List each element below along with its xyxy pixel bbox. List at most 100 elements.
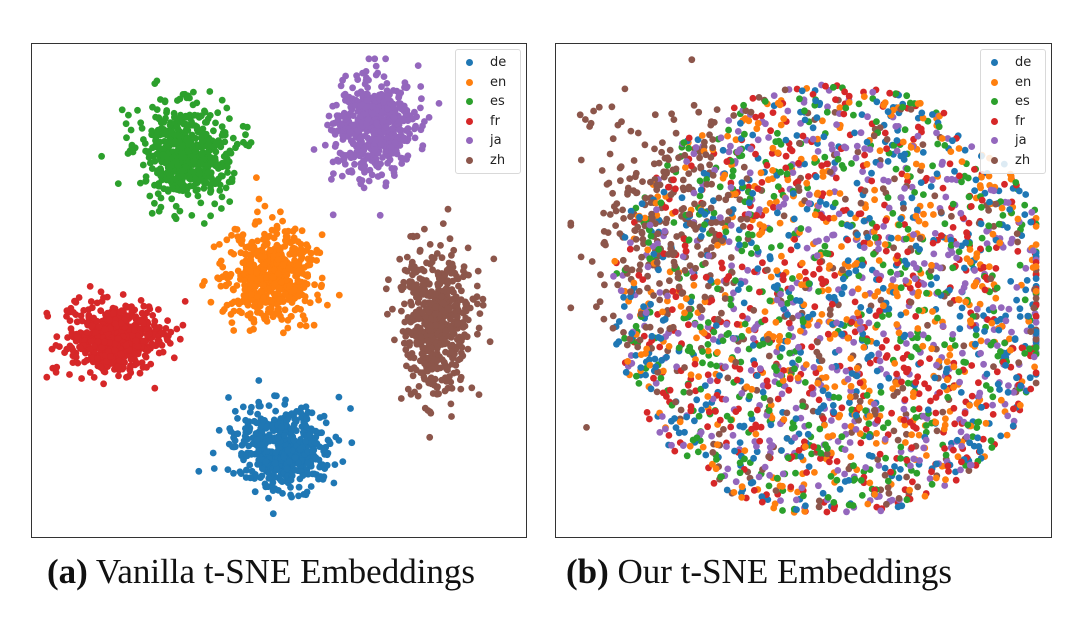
point-de (304, 459, 312, 467)
point-fr (946, 160, 954, 168)
point-fr (83, 329, 91, 336)
point-fr (1007, 363, 1015, 371)
point-en (264, 309, 272, 316)
point-zh (990, 222, 998, 230)
point-en (941, 421, 949, 429)
point-fr (759, 259, 766, 267)
point-ja (617, 287, 625, 295)
point-en (776, 219, 784, 227)
point-es (182, 112, 190, 120)
point-en (1007, 346, 1014, 354)
point-en (928, 261, 935, 269)
point-es (166, 122, 174, 129)
point-fr (140, 302, 148, 310)
point-zh (397, 395, 405, 402)
point-ja (383, 134, 391, 141)
point-en (237, 249, 245, 257)
point-fr (912, 378, 920, 386)
point-zh (474, 300, 481, 308)
legend-item-zh: zh (456, 151, 520, 171)
point-es (148, 165, 156, 172)
point-en (306, 299, 314, 307)
point-zh (385, 276, 392, 284)
point-zh (903, 430, 910, 438)
point-ja (376, 211, 384, 219)
point-zh (874, 456, 882, 463)
point-fr (97, 363, 104, 371)
point-ja (755, 473, 763, 481)
point-de (243, 466, 250, 474)
point-en (801, 507, 809, 515)
point-es (134, 106, 141, 114)
scatter-panel-b: de en es fr ja zh (555, 43, 1052, 538)
point-zh (486, 338, 494, 346)
point-fr (801, 268, 809, 276)
point-fr (830, 505, 838, 513)
point-ja (412, 122, 419, 130)
point-ja (365, 55, 373, 63)
point-ja (340, 91, 348, 99)
point-de (753, 448, 761, 456)
point-zh (424, 337, 431, 345)
point-de (265, 494, 272, 502)
point-ja (938, 161, 946, 168)
point-en (296, 321, 304, 329)
point-zh (455, 307, 462, 314)
point-fr (646, 415, 653, 423)
point-fr (757, 423, 765, 431)
point-en (296, 250, 303, 258)
point-de (296, 445, 304, 453)
point-es (184, 147, 192, 155)
point-ja (727, 142, 734, 150)
point-ja (340, 155, 348, 163)
point-de (277, 423, 285, 431)
point-zh (617, 177, 624, 185)
point-en (216, 260, 224, 267)
point-ja (374, 173, 382, 180)
point-fr (820, 415, 827, 423)
point-zh (459, 273, 467, 281)
point-es (707, 361, 714, 368)
point-es (214, 109, 222, 117)
point-fr (53, 333, 61, 341)
point-zh (447, 315, 454, 323)
point-zh (490, 255, 498, 263)
point-es (770, 192, 778, 200)
point-fr (928, 468, 935, 476)
point-en (217, 282, 225, 290)
point-es (151, 199, 158, 207)
point-en (677, 303, 685, 310)
point-de (255, 377, 263, 384)
point-fr (95, 323, 103, 331)
point-ja (980, 360, 987, 368)
point-fr (162, 325, 170, 332)
point-en (269, 273, 277, 281)
point-fr (904, 248, 912, 256)
scatter-plot-a (43, 55, 498, 518)
point-de (897, 466, 904, 473)
point-es (171, 212, 179, 220)
point-es (188, 212, 196, 219)
point-fr (131, 326, 138, 334)
point-en (915, 217, 923, 225)
point-zh (444, 277, 452, 285)
point-ja (401, 79, 409, 87)
point-fr (872, 312, 880, 319)
point-zh (444, 305, 452, 313)
point-ja (395, 118, 403, 125)
point-en (942, 415, 949, 423)
point-fr (803, 469, 810, 476)
point-fr (101, 325, 109, 333)
point-fr (98, 344, 106, 351)
point-fr (882, 247, 890, 255)
point-en (724, 132, 731, 140)
point-zh (675, 154, 682, 162)
point-ja (1008, 328, 1015, 336)
point-ja (341, 160, 349, 168)
point-ja (876, 357, 884, 365)
point-en (286, 294, 294, 301)
point-ja (861, 145, 869, 153)
point-ja (321, 141, 329, 149)
point-zh (839, 266, 846, 274)
point-zh (702, 259, 709, 267)
